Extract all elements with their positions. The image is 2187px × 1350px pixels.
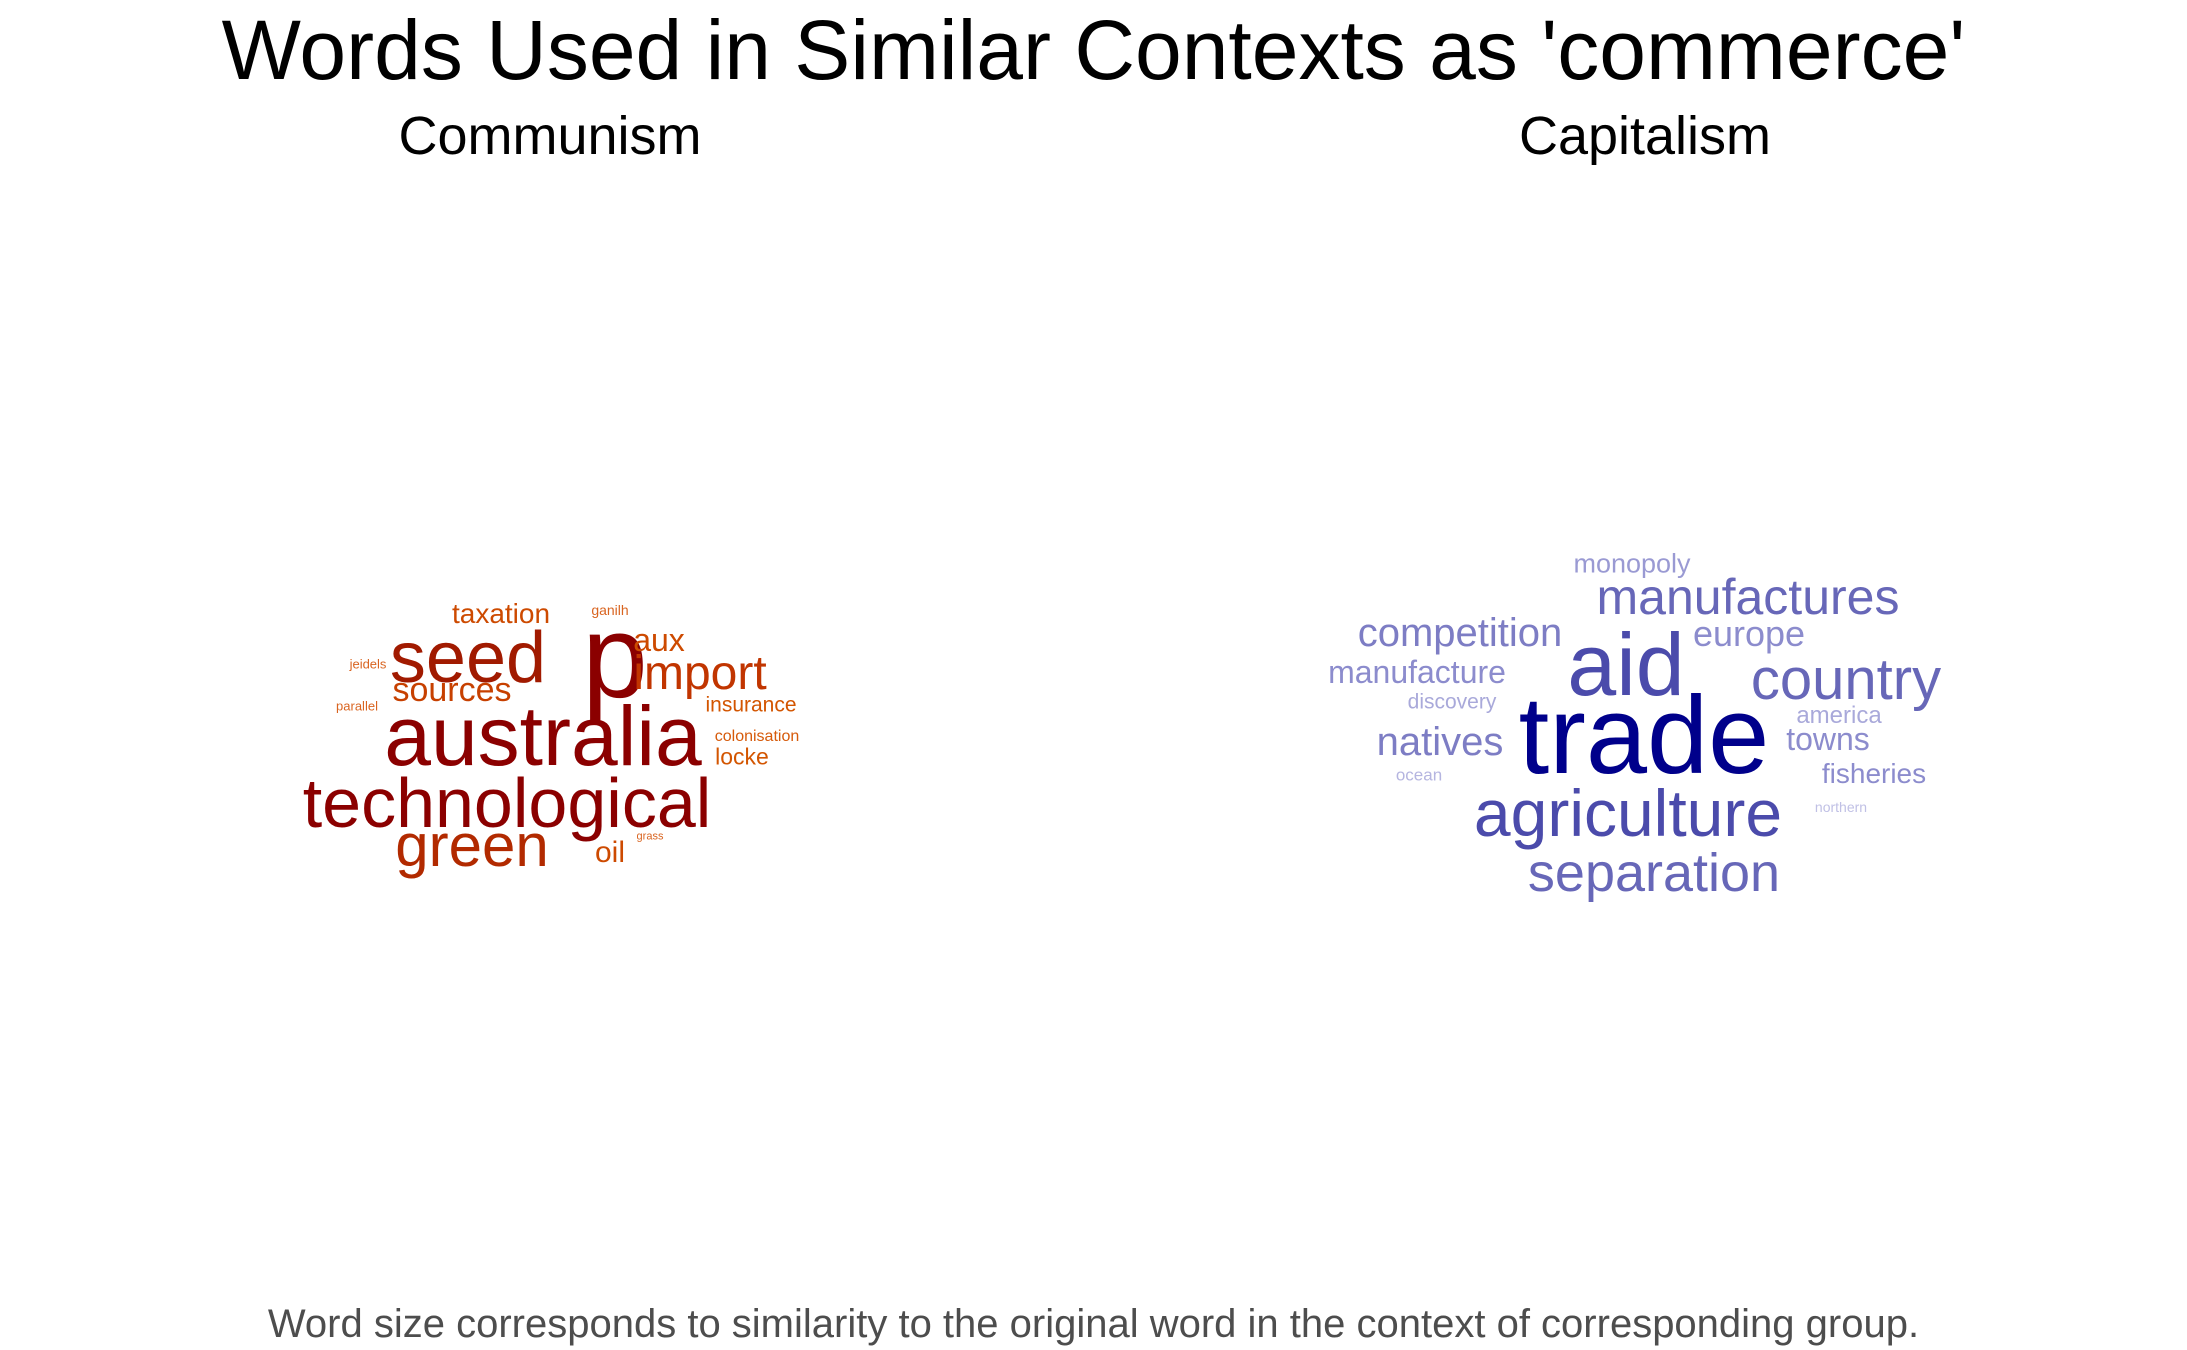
word-ganilh: ganilh (591, 602, 629, 618)
word-manufactures: manufactures (1596, 569, 1900, 625)
word-colonisation: colonisation (714, 728, 800, 745)
word-monopoly: monopoly (1573, 548, 1691, 579)
capitalism-word-cloud: trade aid agriculture country manufactur… (1300, 530, 2000, 920)
word-trade: trade (1518, 674, 1770, 797)
figure-title: Words Used in Similar Contexts as 'comme… (221, 3, 1966, 97)
figure-caption: Word size corresponds to similarity to t… (267, 1302, 1920, 1346)
word-grass: grass (636, 830, 664, 843)
word-country: country (1750, 647, 1942, 712)
word-import: import (633, 647, 767, 700)
panel-heading-communism: Communism (398, 106, 702, 166)
word-insurance: insurance (705, 693, 797, 717)
word-america: america (1796, 702, 1882, 729)
word-oil: oil (594, 836, 626, 869)
word-separation: separation (1527, 843, 1781, 903)
word-green: green (395, 812, 549, 879)
word-natives: natives (1376, 720, 1504, 764)
word-competition: competition (1357, 611, 1563, 655)
word-technological: technological (302, 764, 712, 842)
word-manufacture: manufacture (1328, 654, 1506, 690)
word-discovery: discovery (1407, 690, 1497, 714)
word-northern: northern (1814, 799, 1868, 815)
word-sources: sources (392, 671, 512, 709)
word-seed: seed (389, 618, 547, 698)
word-p: p (582, 591, 648, 723)
word-parallel: parallel (336, 698, 378, 714)
word-jeidels: jeidels (349, 656, 387, 672)
word-aux: aux (633, 622, 685, 658)
word-fisheries: fisheries (1821, 758, 1927, 789)
word-locke: locke (715, 743, 769, 770)
word-taxation: taxation (451, 598, 551, 629)
word-australia: australia (384, 689, 702, 783)
communism-word-cloud: australia technological p seed green imp… (280, 560, 840, 910)
word-towns: towns (1786, 721, 1870, 757)
word-aid: aid (1567, 615, 1685, 714)
word-ocean: ocean (1395, 765, 1443, 785)
word-europe: europe (1692, 613, 1806, 654)
word-agriculture: agriculture (1473, 776, 1783, 850)
panel-heading-capitalism: Capitalism (1518, 106, 1772, 166)
